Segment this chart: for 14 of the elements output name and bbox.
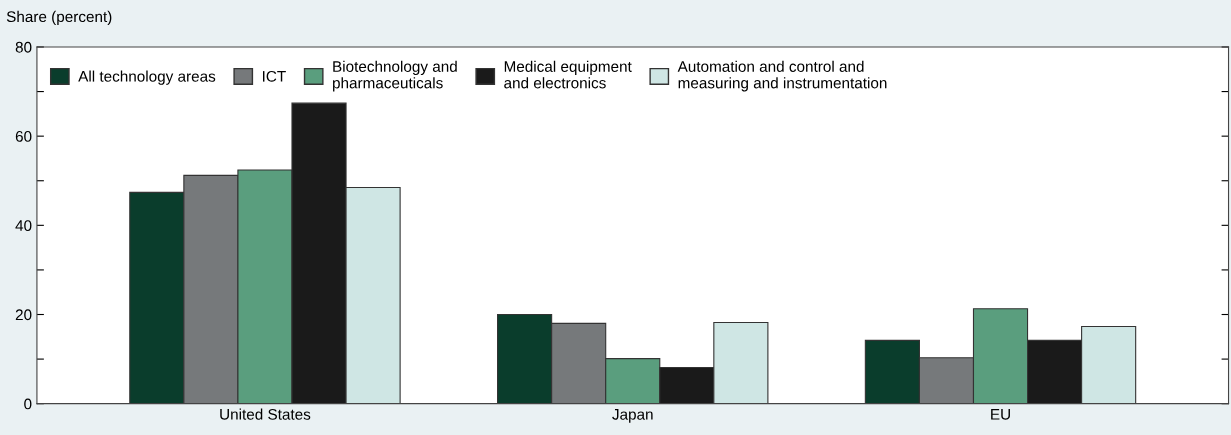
legend-label: Medical equipment and electronics (504, 60, 632, 89)
y-tick-label: 0 (24, 398, 32, 410)
y-tick-label: 20 (15, 309, 32, 321)
y-tick-label: 80 (15, 41, 32, 53)
legend-label: Biotechnology and pharmaceuticals (333, 60, 457, 92)
x-tick-label: United States (220, 408, 311, 420)
legend-label: ICT (263, 70, 286, 82)
legend-label: Automation and control and measuring and instrumentation (677, 60, 887, 92)
x-tick-label: Japan (612, 409, 653, 423)
y-tick-label: 40 (15, 220, 32, 232)
legend-label: All technology areas (78, 70, 216, 85)
y-axis-title: Share (percent) (6, 10, 112, 26)
y-tick-label: 60 (15, 131, 32, 142)
x-tick-label: EU (991, 409, 1010, 420)
